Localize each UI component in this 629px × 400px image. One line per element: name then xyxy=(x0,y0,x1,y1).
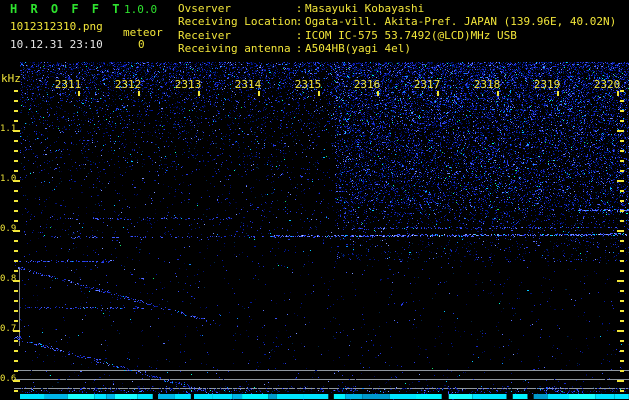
meta-colon: : xyxy=(295,2,303,15)
time-tick-label: 2313 xyxy=(174,78,202,91)
app-title: H R O F F T xyxy=(10,2,123,16)
freq-tick-label: 0.7 xyxy=(0,324,17,334)
meta-row: Receiving antenna: A504HB(yagi 4el) xyxy=(178,42,616,55)
meta-colon: : xyxy=(295,28,303,42)
meta-value: ICOM IC-575 53.7492(@LCD)MHz USB xyxy=(305,28,517,42)
freq-axis-unit: kHz xyxy=(1,72,21,85)
freq-tick-label: 0.6 xyxy=(0,374,17,384)
meta-label: Ovserver xyxy=(178,2,231,15)
meta-label: Receiving Location xyxy=(178,15,298,29)
meta-colon: : xyxy=(295,15,303,29)
meta-value: A504HB(yagi 4el) xyxy=(305,42,411,56)
meta-row: Receiving Location: Ogata-vill. Akita-Pre… xyxy=(178,15,616,28)
time-tick-label: 2318 xyxy=(473,78,501,91)
time-tick-label: 2314 xyxy=(234,78,262,91)
freq-tick-label: 0.8 xyxy=(0,274,17,284)
meta-value: Masayuki Kobayashi xyxy=(305,2,425,15)
meteor-count: 0 xyxy=(138,38,145,51)
time-tick-label: 2311 xyxy=(54,78,82,91)
freq-tick-label: 1.1 xyxy=(0,124,17,134)
time-tick-label: 2317 xyxy=(413,78,441,91)
mode-label: meteor xyxy=(123,26,163,39)
time-tick-label: 2320 xyxy=(593,78,621,91)
meta-value: Ogata-vill. Akita-Pref. JAPAN (139.96E, … xyxy=(305,15,617,29)
freq-tick-label: 1.0 xyxy=(0,174,17,184)
freq-tick-label: 0.9 xyxy=(0,224,17,234)
meta-label: Receiver xyxy=(178,28,231,42)
observer-info-block: Ovserver: Masayuki Kobayashi Receiving Lo… xyxy=(178,2,616,56)
time-tick-label: 2315 xyxy=(294,78,322,91)
time-tick-label: 2312 xyxy=(114,78,142,91)
datetime-label: 10.12.31 23:10 xyxy=(10,38,103,51)
meta-colon: : xyxy=(295,42,303,56)
meta-row: Ovserver: Masayuki Kobayashi xyxy=(178,2,616,15)
meta-row: Receiver: ICOM IC-575 53.7492(@LCD)MHz US… xyxy=(178,29,616,42)
time-tick-label: 2319 xyxy=(533,78,561,91)
time-tick-label: 2316 xyxy=(353,78,381,91)
meta-label: Receiving antenna xyxy=(178,42,291,56)
app-version: 1.0.0 xyxy=(124,3,158,16)
output-filename: 1012312310.png xyxy=(10,20,103,33)
